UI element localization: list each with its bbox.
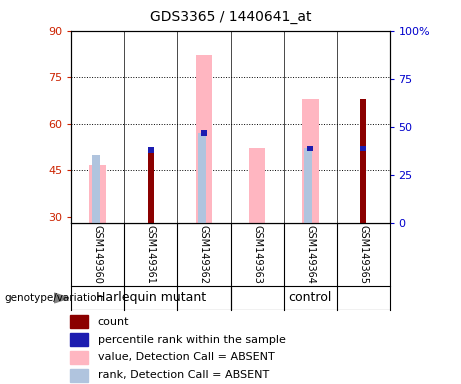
Polygon shape [54,293,69,303]
Text: GDS3365 / 1440641_at: GDS3365 / 1440641_at [150,10,311,23]
Bar [361,146,366,151]
Bar [248,148,266,223]
Bar [201,130,207,136]
Text: value, Detection Call = ABSENT: value, Detection Call = ABSENT [98,353,274,362]
Text: control: control [288,291,332,305]
Bar [70,333,88,346]
Bar [148,150,154,223]
Bar [307,146,313,151]
Text: GSM149363: GSM149363 [252,225,262,284]
Bar [92,155,100,223]
Bar [360,99,366,223]
Bar [89,166,106,223]
Text: count: count [98,317,129,327]
Bar [304,148,312,223]
Text: GSM149361: GSM149361 [146,225,156,284]
Bar [70,369,88,382]
Bar [195,56,213,223]
Text: Harlequin mutant: Harlequin mutant [96,291,206,305]
Text: percentile rank within the sample: percentile rank within the sample [98,334,285,344]
Bar [301,99,319,223]
Text: GSM149362: GSM149362 [199,225,209,284]
Bar [148,147,154,153]
Text: GSM149365: GSM149365 [358,225,368,284]
Text: rank, Detection Call = ABSENT: rank, Detection Call = ABSENT [98,370,269,380]
Text: GSM149360: GSM149360 [93,225,103,284]
Text: genotype/variation: genotype/variation [5,293,104,303]
Text: GSM149364: GSM149364 [305,225,315,284]
Bar [198,133,206,223]
Bar [70,351,88,364]
Bar [70,315,88,328]
